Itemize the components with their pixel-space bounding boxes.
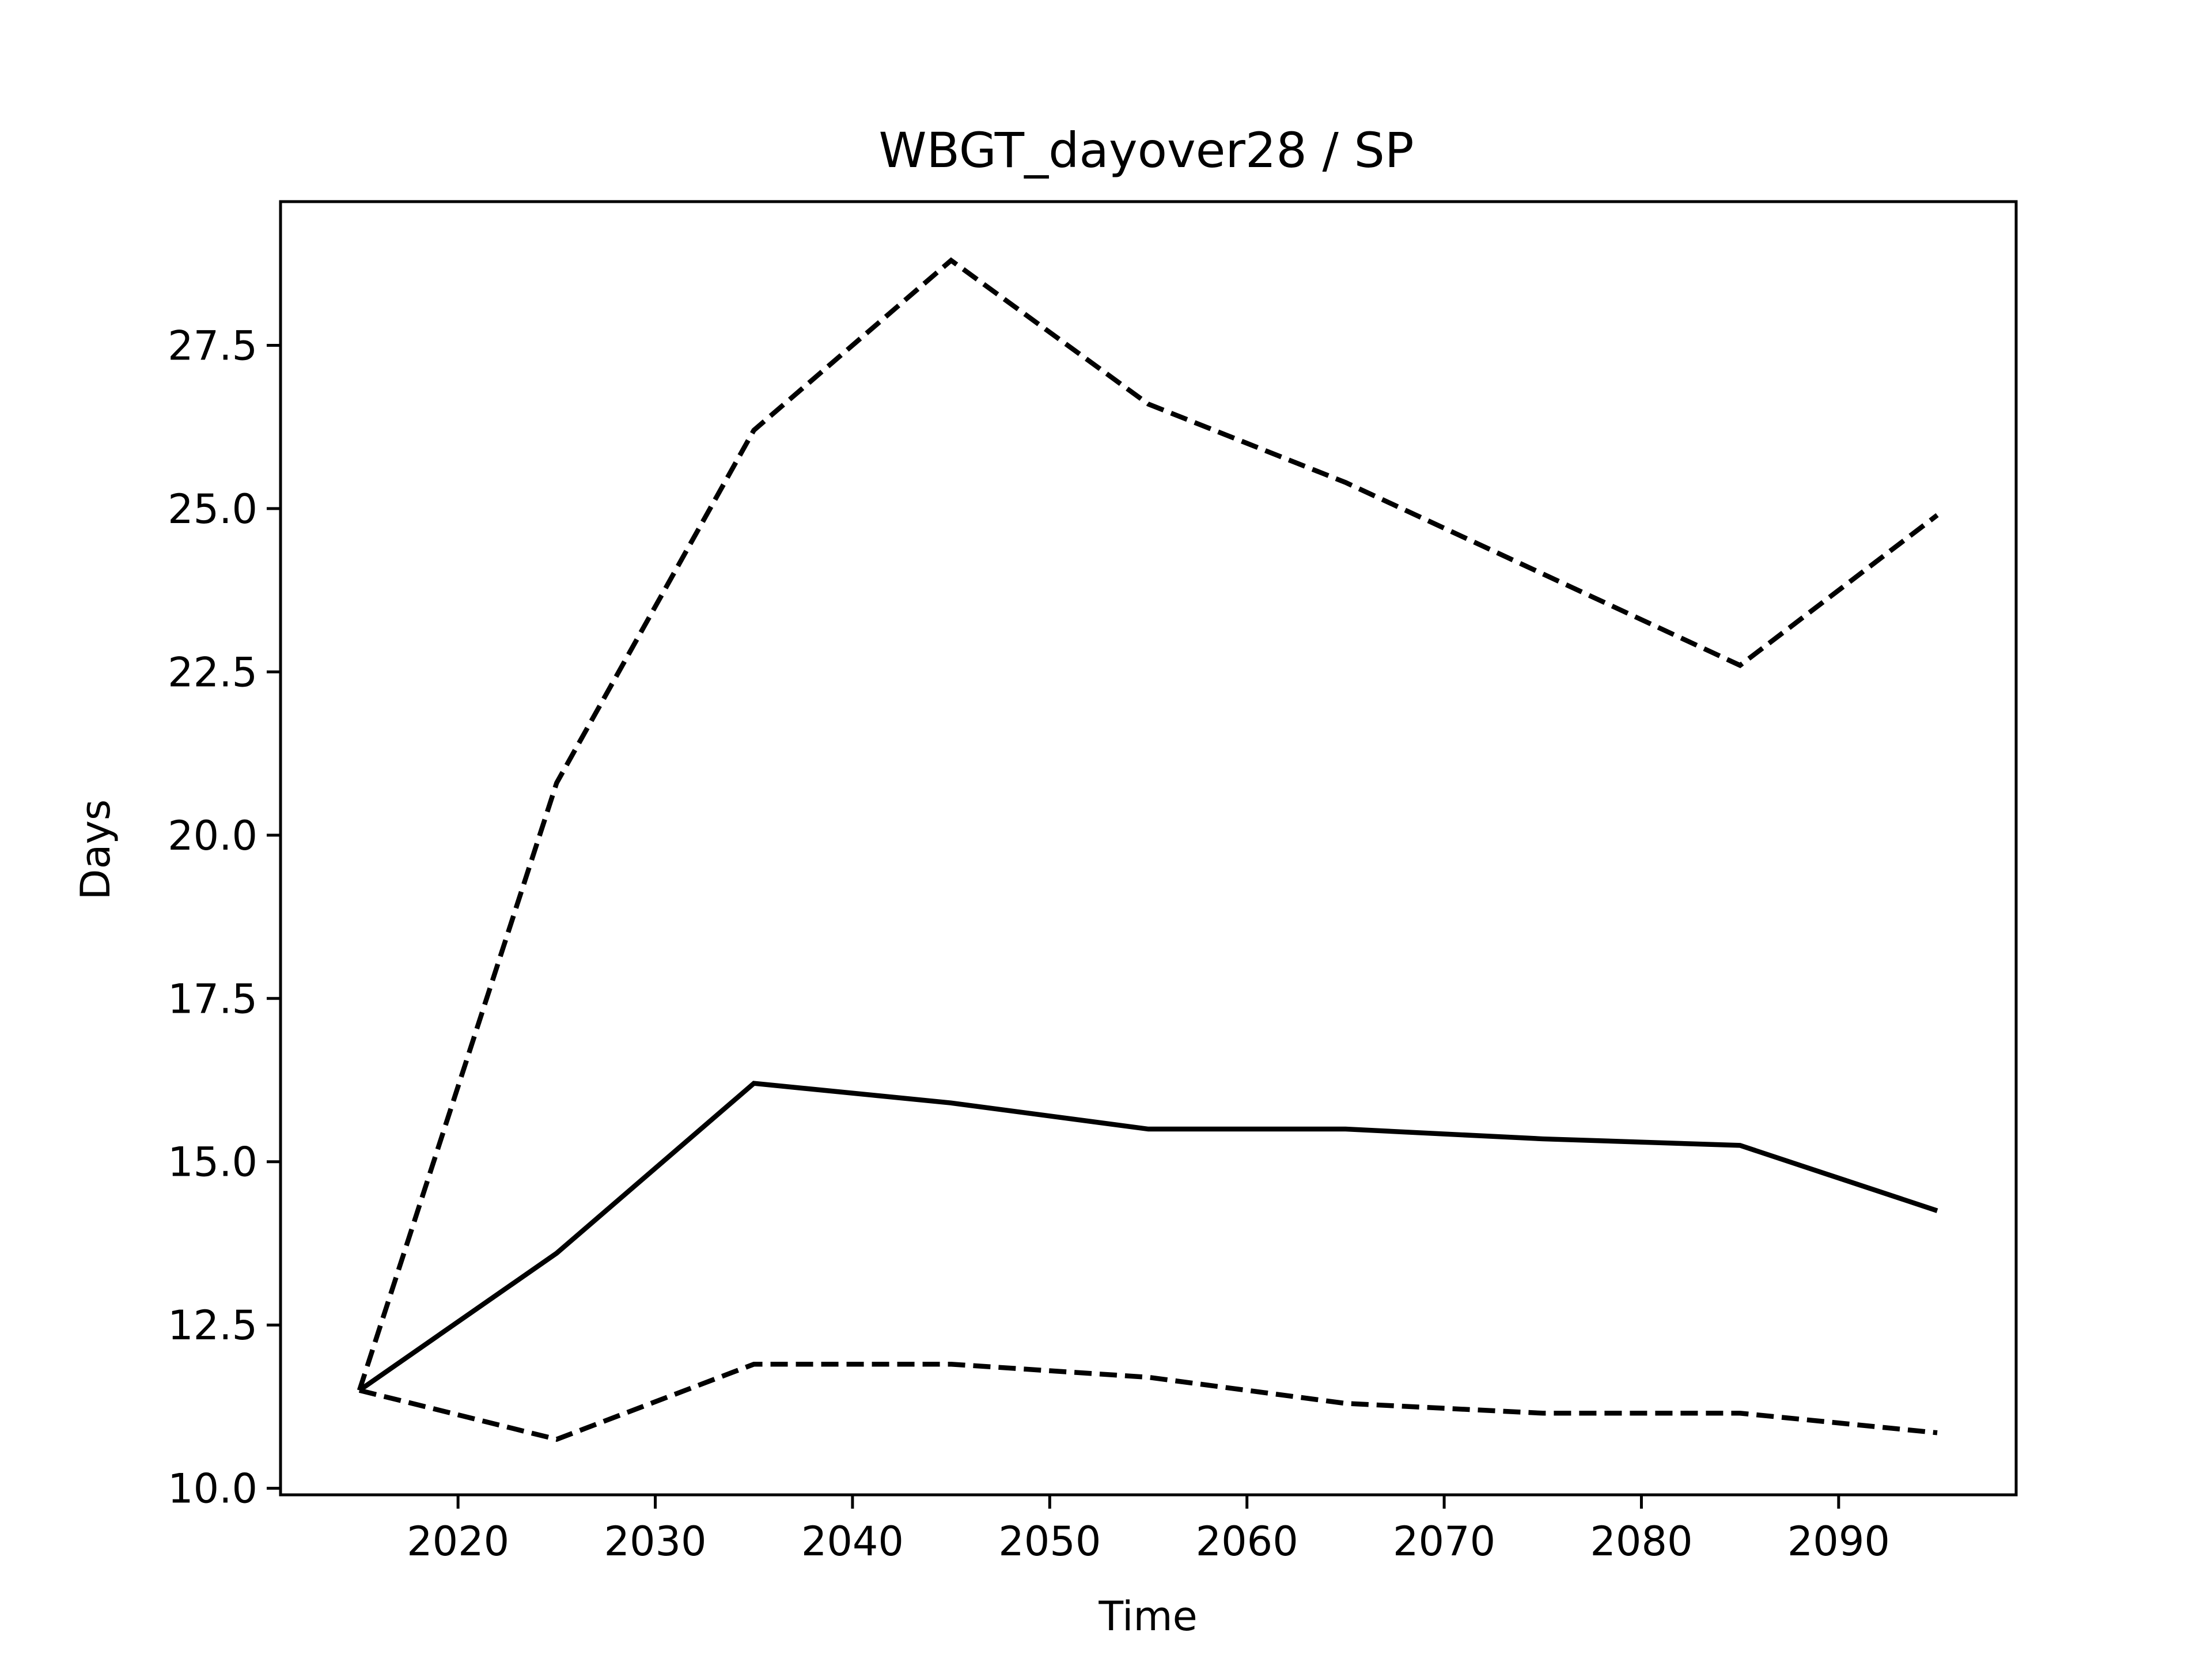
y-tick-label: 12.5 xyxy=(168,1302,257,1349)
series-line-2 xyxy=(358,1081,1938,1393)
x-axis-label: Time xyxy=(1098,1593,1197,1640)
x-tick-label: 2030 xyxy=(604,1518,706,1565)
x-axis-ticks: 2020 2030 2040 2050 2060 2070 2080 2090 xyxy=(407,1495,1890,1565)
series-layer xyxy=(357,257,1939,1442)
y-tick-label: 15.0 xyxy=(168,1139,257,1186)
series-line-1 xyxy=(357,257,1939,1391)
y-tick-label: 27.5 xyxy=(168,322,257,369)
x-tick-label: 2060 xyxy=(1196,1518,1298,1565)
y-axis-ticks: 10.0 12.5 15.0 17.5 20.0 22.5 25.0 27.5 xyxy=(168,322,281,1513)
y-tick-label: 17.5 xyxy=(168,975,257,1022)
x-tick-label: 2020 xyxy=(407,1518,509,1565)
x-tick-label: 2040 xyxy=(801,1518,904,1565)
x-tick-label: 2090 xyxy=(1787,1518,1890,1565)
y-tick-label: 10.0 xyxy=(168,1465,257,1513)
x-tick-label: 2080 xyxy=(1590,1518,1692,1565)
series-line-3 xyxy=(358,1361,1938,1442)
plot-frame xyxy=(279,200,2018,1497)
x-tick-label: 2070 xyxy=(1393,1518,1495,1565)
chart-title: WBGT_dayover28 / SP xyxy=(878,122,1414,179)
y-axis-label: Days xyxy=(72,800,119,900)
y-tick-label: 25.0 xyxy=(168,486,257,533)
y-tick-label: 20.0 xyxy=(168,812,257,859)
x-tick-label: 2050 xyxy=(998,1518,1101,1565)
y-tick-label: 22.5 xyxy=(168,649,257,696)
